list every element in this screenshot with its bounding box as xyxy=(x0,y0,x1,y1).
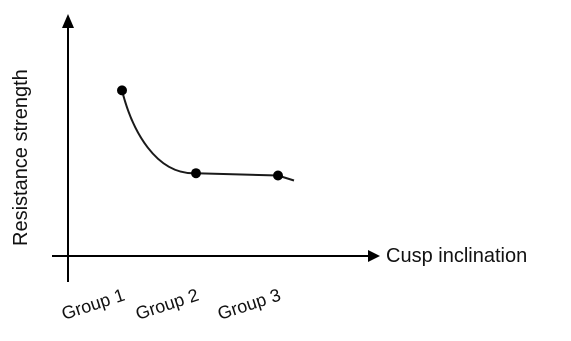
x-axis-arrow-icon xyxy=(368,250,380,262)
series-layer xyxy=(117,85,295,182)
x-tick-label: Group 2 xyxy=(133,285,201,324)
x-tick-label: Group 3 xyxy=(215,285,283,324)
x-tick-labels: Group 1 Group 2 Group 3 xyxy=(59,285,283,324)
x-tick-label: Group 1 xyxy=(59,285,127,324)
data-point-1 xyxy=(117,85,127,96)
data-point-3 xyxy=(273,170,283,181)
series-line xyxy=(121,90,295,182)
y-axis-label: Resistance strength xyxy=(10,69,32,246)
data-point-2 xyxy=(191,168,201,179)
y-axis-arrow-icon xyxy=(62,14,74,28)
x-axis-label: Cusp inclination xyxy=(386,245,527,267)
